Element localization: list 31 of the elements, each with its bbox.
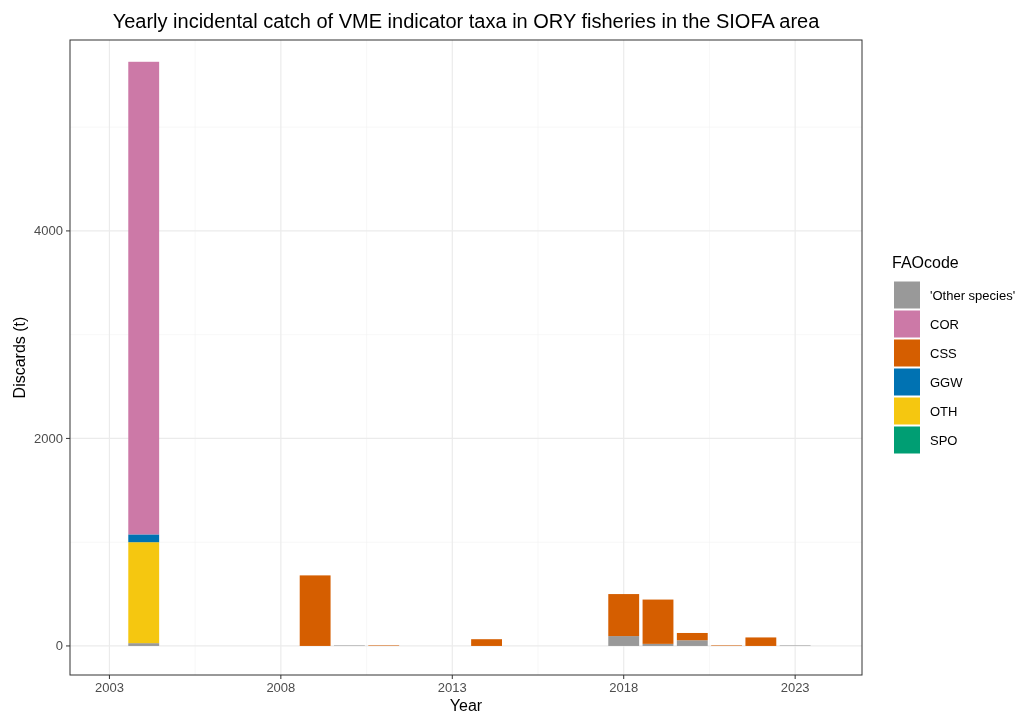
- y-tick-label: 0: [55, 638, 63, 654]
- bar: [299, 575, 331, 646]
- bar: [745, 637, 777, 646]
- x-axis-title: Year: [449, 697, 483, 714]
- bar: [128, 542, 160, 644]
- legend-label: CSS: [930, 345, 958, 361]
- chart-title: Yearly incidental catch of VME indicator taxa in ORY fisheries in the SIOFA area: [112, 10, 821, 32]
- legend-title: FAOcode: [892, 253, 959, 271]
- x-tick-label: 2003: [94, 680, 124, 695]
- bar: [128, 534, 160, 543]
- bar: [128, 643, 160, 646]
- x-tick-label: 2013: [437, 680, 467, 695]
- bar: [608, 594, 640, 637]
- x-tick-label: 2018: [609, 680, 639, 695]
- legend-label: 'Other species': [930, 287, 1016, 303]
- x-tick-label: 2023: [780, 680, 810, 695]
- y-tick-label: 4000: [34, 223, 63, 239]
- legend-label: SPO: [930, 432, 958, 448]
- bar: [676, 632, 708, 641]
- bar: [471, 639, 502, 646]
- legend-label: COR: [930, 316, 959, 332]
- bar: [608, 636, 640, 646]
- y-axis-title: Discards (t): [11, 316, 28, 399]
- y-tick-label: 2000: [34, 430, 63, 446]
- bar: [128, 61, 160, 535]
- x-tick-label: 2008: [266, 680, 296, 695]
- legend-label: GGW: [930, 374, 964, 390]
- legend-label: OTH: [930, 403, 958, 419]
- bar: [642, 599, 674, 644]
- bar: [642, 643, 674, 646]
- bar: [676, 640, 708, 646]
